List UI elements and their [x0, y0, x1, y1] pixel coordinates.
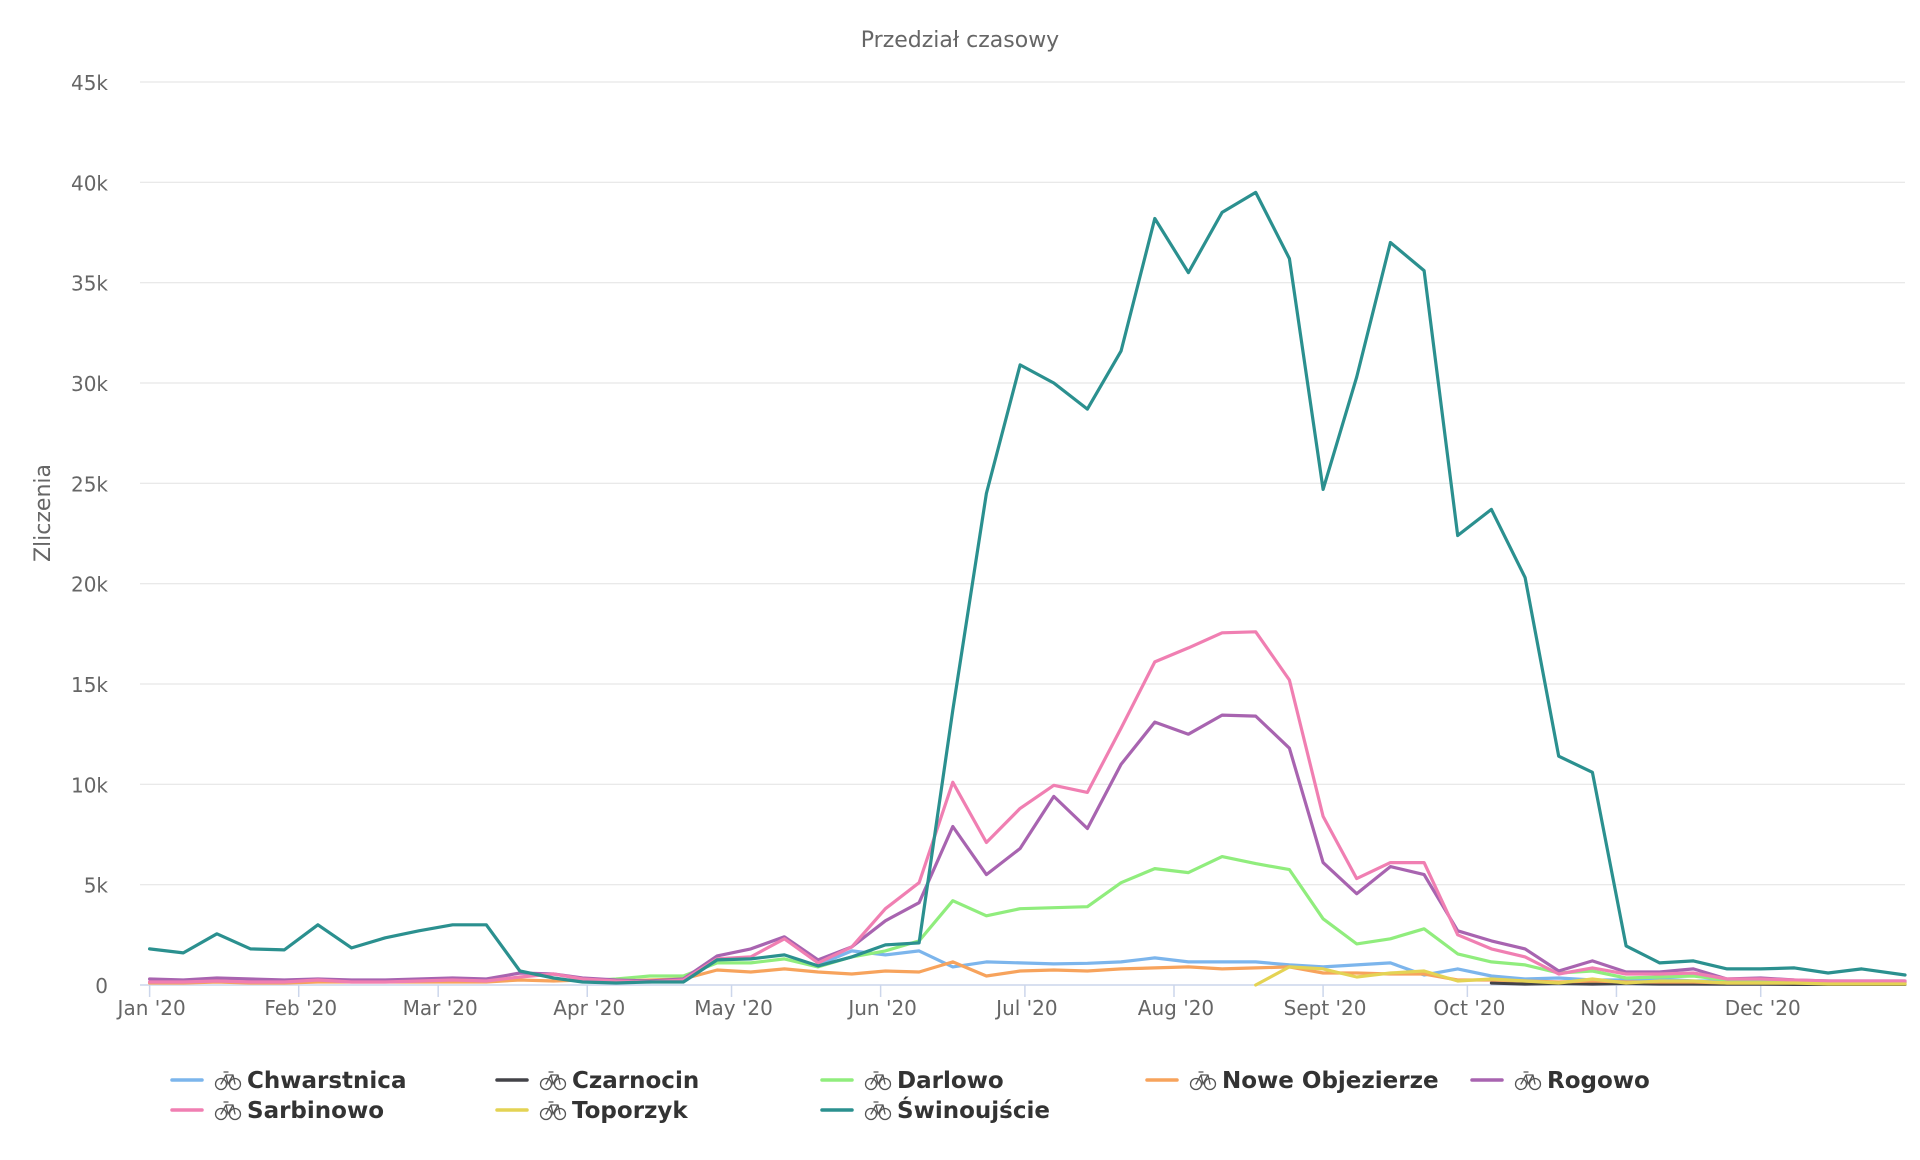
series-line-5[interactable]: [148, 713, 1907, 983]
bicycle-icon: [864, 1101, 892, 1121]
x-tick-label: Mar '20: [403, 996, 478, 1020]
legend-label: Świnoujście: [897, 1096, 1050, 1124]
legend-label: Sarbinowo: [247, 1098, 384, 1124]
legend-item-2[interactable]: Czarnocin: [495, 1068, 699, 1094]
x-tick-label: Jan '20: [116, 996, 186, 1020]
x-tick-label: Apr '20: [553, 996, 625, 1020]
legend-item-3[interactable]: Darlowo: [820, 1068, 1004, 1094]
series-lines: [148, 190, 1907, 987]
legend: Chwarstnica Czarnocin Darlowo Nowe Objezier…: [170, 1068, 1650, 1124]
legend-item-5[interactable]: Rogowo: [1470, 1068, 1650, 1094]
y-axis-label: Zliczenia: [31, 464, 56, 562]
series-line-3[interactable]: [580, 855, 1907, 984]
bicycle-icon: [1514, 1071, 1542, 1091]
y-axis-ticks: 0 5k 10k 15k 20k 25k 30k 35k 40k 45k: [71, 71, 108, 998]
x-tick-label: Sept '20: [1284, 996, 1367, 1020]
legend-label: Toporzyk: [572, 1098, 688, 1124]
legend-item-4[interactable]: Nowe Objezierze: [1145, 1068, 1439, 1094]
series-line-7[interactable]: [1254, 965, 1907, 987]
x-tick-label: Oct '20: [1433, 996, 1505, 1020]
legend-label: Czarnocin: [572, 1068, 699, 1094]
grid-lines: [140, 81, 1905, 886]
bicycle-icon: [214, 1071, 242, 1091]
series-line-8[interactable]: [148, 190, 1907, 985]
bicycle-icon: [539, 1101, 567, 1121]
x-axis: Jan '20 Feb '20 Mar '20 Apr '20 May '20 Jun '…: [116, 984, 1905, 1020]
y-tick-label: 30k: [71, 372, 108, 396]
series-line-6[interactable]: [148, 630, 1907, 984]
legend-item-7[interactable]: Toporzyk: [495, 1098, 688, 1124]
y-tick-label: 0: [95, 974, 108, 998]
x-tick-label: Dec '20: [1725, 996, 1801, 1020]
y-tick-label: 40k: [71, 171, 108, 195]
legend-label: Nowe Objezierze: [1222, 1068, 1439, 1094]
x-tick-label: Jul '20: [994, 996, 1057, 1020]
bicycle-icon: [864, 1071, 892, 1091]
x-tick-label: Nov '20: [1580, 996, 1656, 1020]
legend-item-8[interactable]: Świnoujście: [820, 1096, 1050, 1124]
bicycle-icon: [1189, 1071, 1217, 1091]
x-tick-label: Feb '20: [264, 996, 337, 1020]
legend-item-6[interactable]: Sarbinowo: [170, 1098, 384, 1124]
bicycle-icon: [539, 1071, 567, 1091]
legend-label: Chwarstnica: [247, 1068, 406, 1094]
chart-title: Przedział czasowy: [861, 28, 1059, 53]
y-tick-label: 10k: [71, 773, 108, 797]
bicycle-icon: [214, 1101, 242, 1121]
x-tick-label: May '20: [694, 996, 773, 1020]
legend-item-1[interactable]: Chwarstnica: [170, 1068, 406, 1094]
y-tick-label: 25k: [71, 472, 108, 496]
y-tick-label: 20k: [71, 573, 108, 597]
x-tick-label: Jun '20: [846, 996, 917, 1020]
y-tick-label: 35k: [71, 272, 108, 296]
legend-label: Rogowo: [1547, 1068, 1650, 1094]
y-tick-label: 45k: [71, 71, 108, 95]
legend-label: Darlowo: [897, 1068, 1004, 1094]
y-tick-label: 5k: [84, 874, 109, 898]
y-tick-label: 15k: [71, 673, 108, 697]
x-tick-label: Aug '20: [1138, 996, 1214, 1020]
